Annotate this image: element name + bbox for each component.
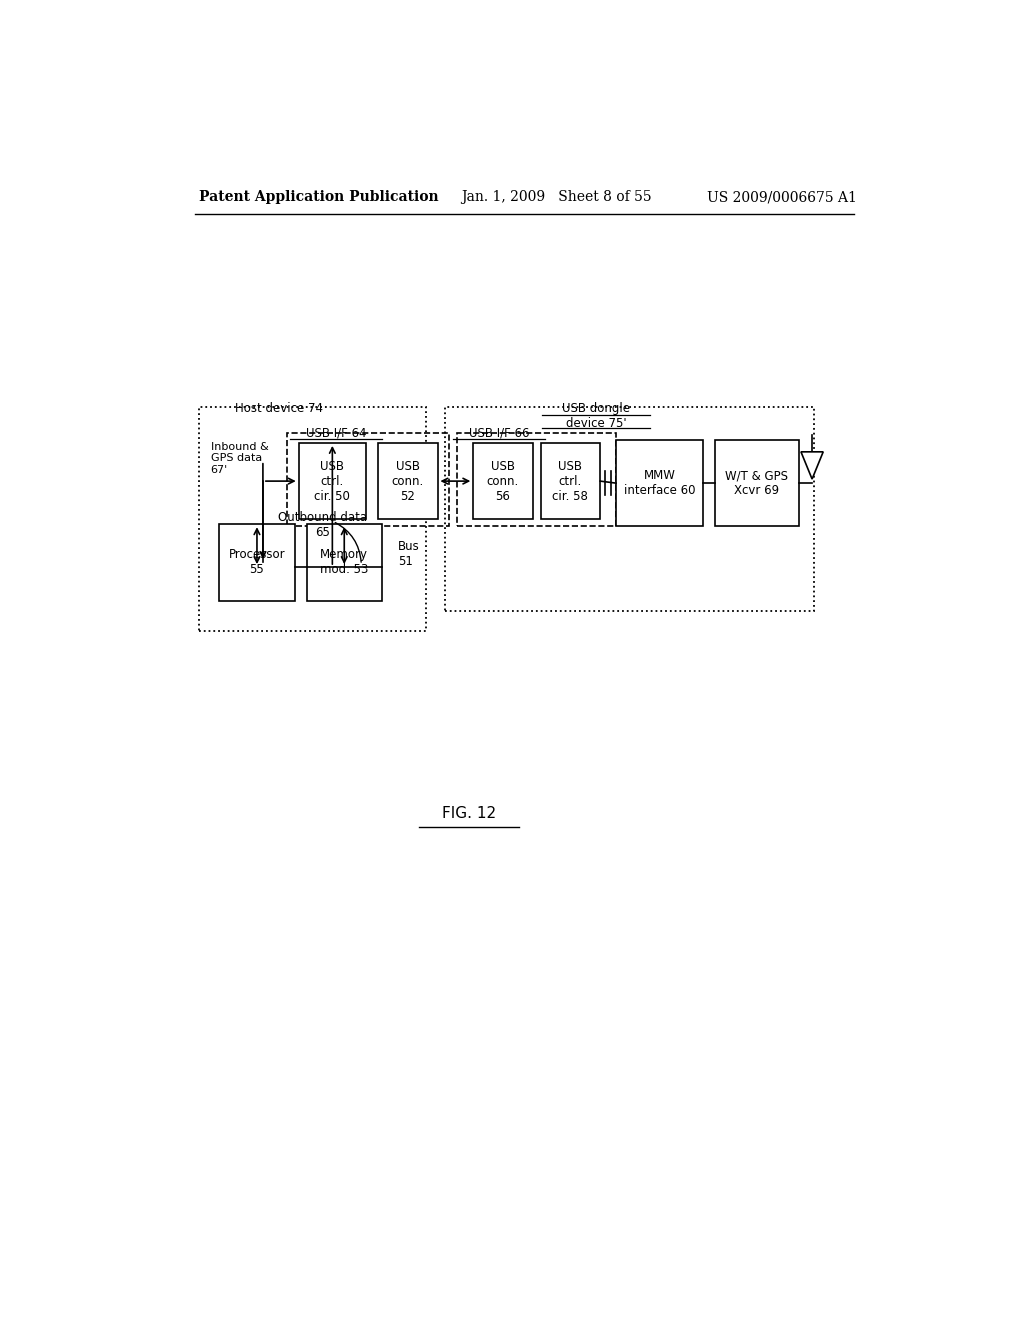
Text: Inbound &
GPS data
67': Inbound & GPS data 67' (211, 442, 268, 475)
Text: Patent Application Publication: Patent Application Publication (200, 190, 439, 205)
Text: Outbound data
65: Outbound data 65 (278, 511, 367, 539)
FancyBboxPatch shape (299, 444, 367, 519)
FancyBboxPatch shape (715, 440, 799, 527)
FancyBboxPatch shape (219, 524, 295, 601)
Text: Processor
55: Processor 55 (228, 548, 286, 577)
Text: US 2009/0006675 A1: US 2009/0006675 A1 (708, 190, 857, 205)
FancyBboxPatch shape (616, 440, 703, 527)
Text: Bus
51: Bus 51 (397, 540, 420, 568)
Text: FIG. 12: FIG. 12 (442, 807, 497, 821)
FancyBboxPatch shape (473, 444, 532, 519)
FancyBboxPatch shape (306, 524, 382, 601)
FancyBboxPatch shape (541, 444, 600, 519)
Text: Jan. 1, 2009   Sheet 8 of 55: Jan. 1, 2009 Sheet 8 of 55 (461, 190, 652, 205)
Text: USB
ctrl.
cir. 50: USB ctrl. cir. 50 (314, 459, 350, 503)
FancyBboxPatch shape (378, 444, 437, 519)
Polygon shape (801, 451, 823, 479)
Text: USB
conn.
56: USB conn. 56 (486, 459, 519, 503)
Text: USB dongle
device 75': USB dongle device 75' (562, 403, 630, 430)
Text: USB
ctrl.
cir. 58: USB ctrl. cir. 58 (553, 459, 589, 503)
Text: USB I/F 66: USB I/F 66 (469, 426, 529, 440)
Text: W/T & GPS
Xcvr 69: W/T & GPS Xcvr 69 (725, 469, 788, 498)
Text: USB I/F 64: USB I/F 64 (306, 426, 367, 440)
Text: MMW
interface 60: MMW interface 60 (624, 469, 695, 498)
Text: Memory
mod. 53: Memory mod. 53 (321, 548, 369, 577)
Text: USB
conn.
52: USB conn. 52 (391, 459, 424, 503)
Text: Host device 74: Host device 74 (234, 403, 323, 416)
